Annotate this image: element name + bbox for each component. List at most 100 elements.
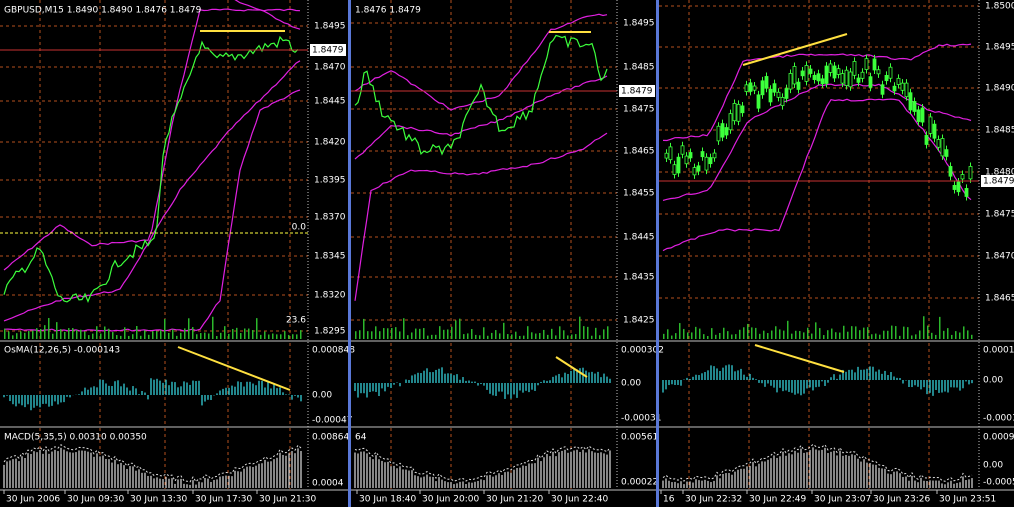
volume-bar — [599, 335, 601, 339]
volume-bar — [92, 333, 94, 339]
macd-tick-label: 0.00864 — [312, 433, 349, 443]
volume-bar — [899, 335, 901, 339]
volume-bar — [539, 333, 541, 339]
volume-bar — [771, 330, 773, 339]
volume-bar — [847, 331, 849, 339]
candle — [920, 107, 925, 123]
candle — [956, 181, 961, 193]
candle — [776, 91, 781, 98]
volume-bar — [184, 328, 186, 339]
volume-bar — [236, 327, 238, 339]
volume-bar — [807, 327, 809, 339]
volume-bar — [180, 332, 182, 339]
volume-bar — [811, 333, 813, 339]
bollinger-band — [354, 132, 608, 301]
time-tick-label: 30 Jun 21:30 — [259, 495, 316, 505]
candle — [940, 138, 945, 157]
volume-bar — [679, 323, 681, 339]
volume-bar — [819, 328, 821, 339]
volume-bar — [855, 326, 857, 339]
volume-bar — [683, 328, 685, 339]
volume-bar — [799, 331, 801, 339]
volume-bar — [939, 316, 941, 339]
volume-bar — [947, 328, 949, 339]
candle — [924, 135, 929, 145]
volume-bar — [523, 335, 525, 339]
volume-bar — [228, 333, 230, 339]
price-tick-label: 1.8395 — [314, 176, 346, 186]
osma-tick-label: 0.000302 — [621, 346, 664, 356]
volume-bar — [603, 329, 605, 339]
price-tick-label: 1.8470 — [985, 252, 1014, 262]
volume-bar — [200, 333, 202, 339]
volume-bar — [703, 334, 705, 339]
osma-label: OsMA(12,26,5) -0.000143 — [4, 346, 120, 356]
candle — [916, 109, 921, 122]
price-line — [3, 35, 299, 304]
candle — [840, 73, 845, 84]
candle — [912, 101, 917, 112]
volume-bar — [931, 332, 933, 339]
volume-bar — [399, 331, 401, 339]
volume-bar — [595, 327, 597, 339]
candle — [788, 73, 793, 90]
volume-bar — [52, 333, 54, 339]
volume-bar — [903, 326, 905, 339]
osma-tick-label: -0.00015 — [983, 414, 1014, 424]
volume-bar — [827, 330, 829, 339]
volume-bar — [284, 331, 286, 339]
volume-bar — [767, 333, 769, 339]
volume-bar — [667, 329, 669, 339]
volume-bar — [719, 332, 721, 339]
volume-bar — [355, 331, 357, 339]
candle — [960, 174, 965, 180]
volume-bar — [104, 326, 106, 339]
volume-bar — [4, 328, 6, 339]
volume-bar — [431, 334, 433, 339]
macd-label: MACD(5,35,5) 0.00310 0.00350 — [4, 433, 147, 443]
candle — [768, 88, 773, 103]
volume-bar — [403, 318, 405, 339]
candle — [764, 76, 769, 89]
volume-bar — [8, 331, 10, 339]
volume-bar — [867, 327, 869, 339]
time-tick-label: 30 Jun 20:00 — [422, 495, 479, 505]
time-tick-label: 30 Jun 23:51 — [939, 495, 996, 505]
volume-bar — [831, 328, 833, 339]
candle — [672, 164, 677, 175]
time-tick-label: 30 Jun 22:49 — [749, 495, 806, 505]
fibo-level-label: 23.6 — [286, 316, 306, 326]
volume-bar — [80, 329, 82, 339]
volume-bar — [859, 330, 861, 339]
candle — [908, 92, 913, 111]
volume-bar — [84, 331, 86, 339]
candle — [944, 149, 949, 157]
volume-bar — [503, 322, 505, 339]
volume-bar — [923, 316, 925, 339]
volume-bar — [204, 332, 206, 339]
volume-bar — [591, 335, 593, 339]
chart-title: GBPUSD,M15 1.8490 1.8490 1.8476 1.8479 — [4, 6, 202, 16]
volume-bar — [112, 332, 114, 339]
bollinger-band — [3, 8, 301, 271]
volume-bar — [875, 333, 877, 339]
time-tick-label: 30 Jun 23:26 — [873, 495, 930, 505]
volume-bar — [144, 330, 146, 339]
volume-bar — [731, 334, 733, 339]
volume-bar — [32, 330, 34, 339]
candle — [720, 123, 725, 138]
volume-bar — [379, 331, 381, 339]
volume-bar — [36, 328, 38, 339]
volume-bar — [555, 335, 557, 339]
bollinger-band — [662, 43, 972, 142]
trend-line — [555, 356, 588, 378]
time-tick-label: 30 Jun 22:32 — [685, 495, 742, 505]
candle — [948, 166, 953, 177]
volume-bar — [943, 330, 945, 339]
price-tick-label: 1.8485 — [985, 126, 1014, 136]
candle — [816, 73, 821, 82]
price-tick-label: 1.8475 — [985, 210, 1014, 220]
candle — [864, 58, 869, 70]
candle — [836, 68, 841, 75]
volume-bar — [160, 330, 162, 339]
